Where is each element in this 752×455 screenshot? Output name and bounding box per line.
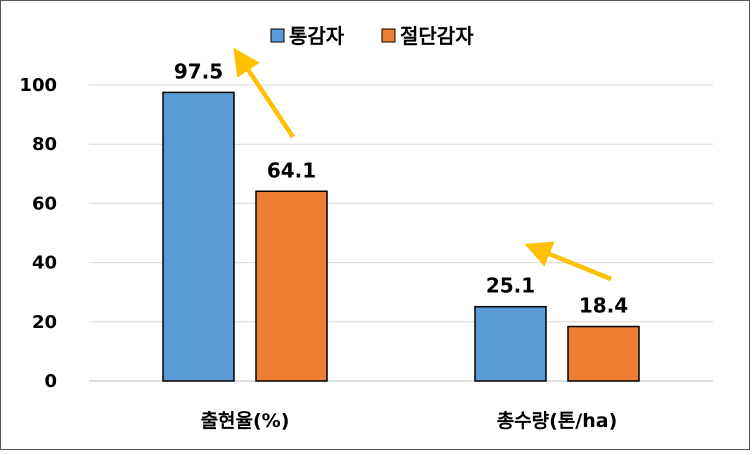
data-labels: 97.5 64.1 25.1 18.4 <box>174 59 628 317</box>
y-tick-label: 40 <box>32 253 57 274</box>
bar-cut-1 <box>567 325 640 382</box>
x-tick-label: 출현율(%) <box>201 410 290 432</box>
legend-swatch <box>270 28 285 43</box>
x-axis-tick-labels: 출현율(%) 총수량(톤/ha) <box>201 410 618 432</box>
y-tick-label: 80 <box>32 134 57 155</box>
legend: 통감자 절단감자 <box>270 24 474 48</box>
data-label: 18.4 <box>579 294 628 318</box>
x-tick-label: 총수량(톤/ha) <box>497 410 618 432</box>
legend-label: 통감자 <box>289 24 345 48</box>
data-label: 97.5 <box>174 59 223 83</box>
y-tick-label: 0 <box>44 371 57 392</box>
annotation-arrow <box>524 241 612 282</box>
legend-swatch <box>381 28 396 43</box>
data-label: 64.1 <box>267 158 316 182</box>
legend-label: 절단감자 <box>400 24 474 48</box>
bar-whole-1 <box>474 305 547 382</box>
bar-cut-0 <box>255 190 328 382</box>
annotation-arrow <box>233 47 295 139</box>
y-tick-label: 100 <box>19 75 57 96</box>
annotation-arrows <box>233 47 612 282</box>
y-tick-label: 20 <box>32 312 57 333</box>
y-tick-label: 60 <box>32 193 57 214</box>
data-label: 25.1 <box>486 274 535 298</box>
bar-whole-0 <box>162 91 235 382</box>
y-axis-tick-labels: 0 20 40 60 80 100 <box>19 75 57 392</box>
bars <box>162 91 640 382</box>
